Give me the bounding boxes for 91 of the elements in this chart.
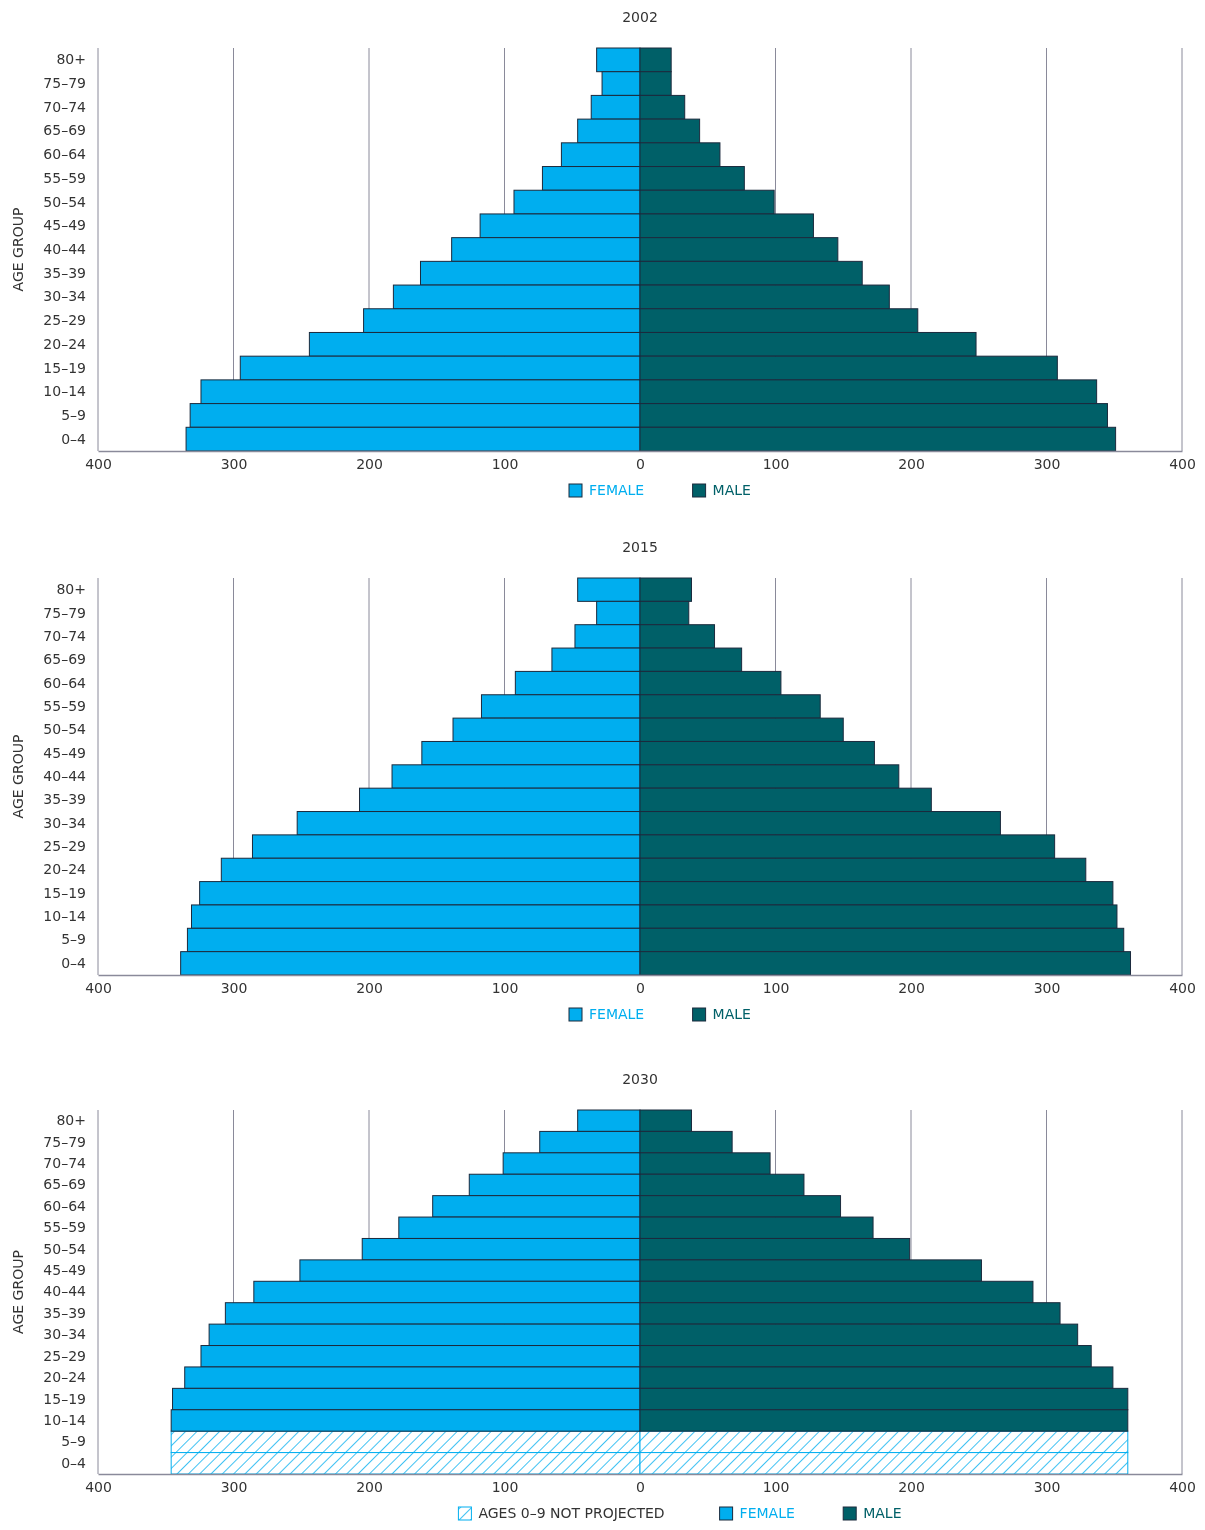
y-tick-label: 65–69 [43, 651, 86, 668]
x-tick-label: 300 [1033, 455, 1061, 472]
y-tick-label: 5–9 [61, 406, 86, 423]
y-tick-label: 0–4 [61, 430, 87, 447]
y-tick-label: 55–59 [43, 169, 86, 186]
legend-label: FEMALE [589, 482, 645, 498]
y-tick-label: 30–34 [43, 814, 87, 831]
y-tick-label: 60–64 [43, 146, 87, 163]
y-tick-label: 20–24 [43, 335, 87, 352]
x-tick-label: 300 [220, 1478, 248, 1495]
y-tick-label: 0–4 [61, 954, 87, 971]
x-tick-label: 300 [1033, 979, 1061, 996]
x-tick-label: 100 [762, 455, 790, 472]
y-tick-label: 15–19 [43, 884, 86, 901]
y-tick-label: 75–79 [43, 604, 86, 621]
x-tick-label: 400 [85, 1478, 112, 1495]
x-tick-label: 0 [636, 455, 645, 472]
y-tick-label: 60–64 [43, 674, 87, 691]
y-tick-label: 25–29 [43, 1347, 86, 1364]
chart-title: 2015 [622, 539, 658, 555]
legend-label: MALE [712, 1006, 751, 1022]
y-tick-label: 55–59 [43, 1219, 86, 1236]
y-tick-label: 10–14 [43, 908, 87, 925]
y-tick-label: 50–54 [43, 721, 87, 738]
y-tick-label: 10–14 [43, 383, 87, 400]
x-tick-label: 300 [1033, 1478, 1061, 1495]
legend-label: MALE [863, 1505, 902, 1521]
y-tick-label: 45–49 [43, 1262, 86, 1279]
y-tick-label: 40–44 [43, 240, 87, 257]
y-tick-label: 35–39 [43, 1304, 86, 1321]
x-tick-label: 200 [898, 979, 925, 996]
y-tick-label: 35–39 [43, 791, 86, 808]
y-tick-label: 70–74 [43, 627, 87, 644]
y-tick-label: 50–54 [43, 193, 87, 210]
x-tick-label: 100 [491, 1478, 519, 1495]
y-tick-label: 45–49 [43, 744, 86, 761]
legend-label: FEMALE [589, 1006, 645, 1022]
x-tick-label: 100 [762, 979, 790, 996]
y-tick-label: 15–19 [43, 359, 86, 376]
chart-title: 2002 [622, 9, 658, 25]
legend-label: FEMALE [739, 1505, 795, 1521]
y-tick-label: 65–69 [43, 122, 86, 139]
legend-label: MALE [712, 482, 751, 498]
y-tick-label: 80+ [56, 51, 86, 68]
y-axis-title: AGE GROUP [10, 1250, 26, 1334]
y-tick-label: 50–54 [43, 1240, 87, 1257]
y-axis-title: AGE GROUP [10, 734, 26, 819]
y-tick-label: 80+ [56, 1112, 86, 1129]
x-tick-label: 400 [1169, 455, 1196, 472]
x-tick-label: 100 [491, 979, 519, 996]
y-tick-label: 30–34 [43, 288, 87, 305]
y-tick-label: 60–64 [43, 1197, 87, 1214]
y-tick-label: 70–74 [43, 98, 87, 115]
y-tick-label: 75–79 [43, 75, 86, 92]
x-tick-label: 400 [85, 455, 112, 472]
x-tick-label: 200 [356, 979, 383, 996]
x-tick-label: 200 [356, 1478, 383, 1495]
y-tick-label: 5–9 [61, 1433, 86, 1450]
y-tick-label: 25–29 [43, 838, 86, 855]
y-tick-label: 55–59 [43, 697, 86, 714]
x-tick-label: 400 [85, 979, 112, 996]
x-tick-label: 0 [636, 1478, 645, 1495]
y-tick-label: 15–19 [43, 1390, 86, 1407]
y-axis-title: AGE GROUP [10, 207, 26, 292]
y-tick-label: 40–44 [43, 767, 87, 784]
y-tick-label: 35–39 [43, 264, 86, 281]
x-tick-label: 100 [491, 455, 519, 472]
y-tick-label: 75–79 [43, 1133, 86, 1150]
chart-title: 2030 [622, 1071, 658, 1087]
x-tick-label: 300 [220, 979, 248, 996]
y-tick-label: 40–44 [43, 1283, 87, 1300]
x-tick-label: 100 [762, 1478, 790, 1495]
x-tick-label: 300 [220, 455, 248, 472]
y-tick-label: 5–9 [61, 931, 86, 948]
x-tick-label: 400 [1169, 1478, 1196, 1495]
x-tick-label: 0 [636, 979, 645, 996]
y-tick-label: 65–69 [43, 1176, 86, 1193]
y-tick-label: 10–14 [43, 1411, 87, 1428]
y-tick-label: 20–24 [43, 1369, 87, 1386]
x-tick-label: 400 [1169, 979, 1196, 996]
y-tick-label: 30–34 [43, 1326, 87, 1343]
x-tick-label: 200 [356, 455, 383, 472]
x-tick-label: 200 [898, 1478, 925, 1495]
y-tick-label: 45–49 [43, 217, 86, 234]
y-tick-label: 20–24 [43, 861, 87, 878]
y-tick-label: 0–4 [61, 1454, 87, 1471]
legend-label: AGES 0–9 NOT PROJECTED [478, 1505, 665, 1521]
y-tick-label: 80+ [56, 581, 86, 598]
y-tick-label: 70–74 [43, 1155, 87, 1172]
y-tick-label: 25–29 [43, 312, 86, 329]
x-tick-label: 200 [898, 455, 925, 472]
